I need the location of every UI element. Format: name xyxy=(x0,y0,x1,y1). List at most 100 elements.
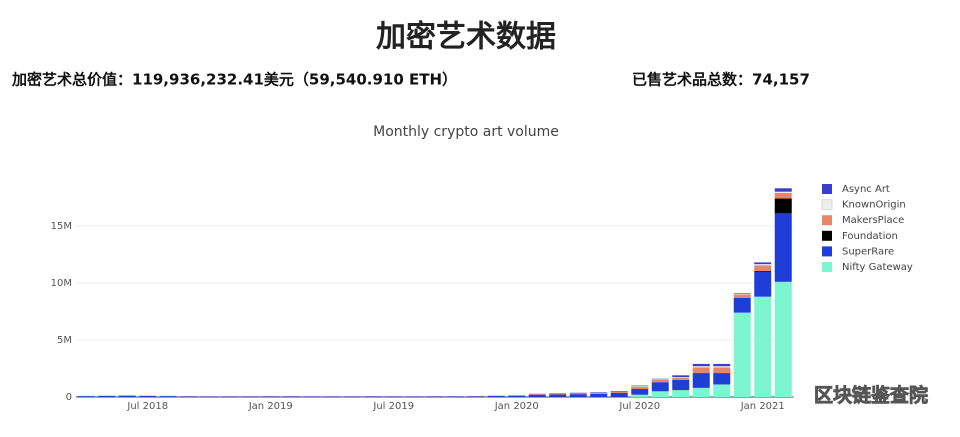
bar-segment xyxy=(692,387,710,397)
bar-segment xyxy=(467,396,485,397)
bar-segment xyxy=(631,394,649,397)
bar-segment xyxy=(364,396,382,397)
bar-segment xyxy=(672,377,690,378)
bar-segment xyxy=(692,367,710,374)
legend-swatch xyxy=(822,230,832,241)
legend-label: Nifty Gateway xyxy=(842,262,913,273)
bar-segment xyxy=(733,293,751,295)
bar-segment xyxy=(549,393,567,395)
legend-swatch xyxy=(822,262,832,272)
legend-swatch xyxy=(822,246,832,257)
bar-segment xyxy=(651,378,669,380)
y-tick-label: 15M xyxy=(51,221,72,232)
bar-segment xyxy=(385,396,403,397)
bar-segment xyxy=(221,396,239,397)
y-tick-label: 0 xyxy=(66,392,72,403)
bar-segment xyxy=(569,394,587,397)
bar-segment xyxy=(713,373,731,385)
bar-segment xyxy=(631,385,649,387)
bar-segment xyxy=(754,265,772,271)
bar-segment xyxy=(405,396,423,397)
bar-segment xyxy=(754,296,772,397)
bar-segment xyxy=(774,213,792,282)
bar-segment xyxy=(672,379,690,391)
x-tick-label: Jul 2020 xyxy=(618,401,660,412)
bar-segment xyxy=(672,377,690,380)
bar-segment xyxy=(651,382,669,392)
bar-segment xyxy=(692,366,710,368)
bar-segment xyxy=(774,198,792,214)
bar-segment xyxy=(713,363,731,367)
bar-segment xyxy=(672,390,690,397)
bar-segment xyxy=(733,294,751,298)
legend-label: Foundation xyxy=(842,231,898,242)
bar-segment xyxy=(262,396,280,397)
bar-segment xyxy=(774,188,792,192)
legend-swatch xyxy=(822,184,832,194)
legend-swatch xyxy=(822,215,832,226)
bar-segment xyxy=(590,392,608,394)
y-tick-label: 5M xyxy=(57,335,72,346)
bar-segment xyxy=(610,393,628,397)
bar-segment xyxy=(200,396,218,397)
x-tick-label: Jan 2020 xyxy=(494,401,539,412)
bar-segment xyxy=(180,396,198,397)
legend-swatch xyxy=(821,199,833,211)
bar-segment xyxy=(241,396,259,397)
bar-segment xyxy=(610,391,628,394)
bar-segment xyxy=(754,270,772,272)
bar-segment xyxy=(139,395,157,397)
bar-segment xyxy=(733,312,751,397)
bar-segment xyxy=(77,396,95,397)
bar-segment xyxy=(590,393,608,397)
bar-segment xyxy=(692,373,710,388)
bar-segment xyxy=(98,395,116,397)
bar-segment xyxy=(569,393,587,395)
chart-title: Monthly crypto art volume xyxy=(373,124,559,140)
bar-segment xyxy=(754,262,772,265)
bar-segment xyxy=(344,396,362,397)
bar-segment xyxy=(549,394,567,397)
y-tick-label: 10M xyxy=(51,278,72,289)
total-sold: 已售艺术品总数：74,157 xyxy=(632,71,810,89)
bar-segment xyxy=(733,293,751,294)
watermark: 区块链鉴查院 xyxy=(814,384,928,407)
x-tick-label: Jul 2019 xyxy=(372,401,414,412)
bar-segment xyxy=(774,191,792,193)
bar-segment xyxy=(528,394,546,395)
bar-segment xyxy=(590,392,608,393)
bar-segment xyxy=(651,379,669,380)
bar-segment xyxy=(672,375,690,378)
bar-segment xyxy=(118,395,136,397)
bar-segment xyxy=(159,396,177,397)
total-value: 加密艺术总价值：119,936,232.41美元（59,540.910 ETH） xyxy=(11,71,457,89)
bar-segment xyxy=(774,192,792,199)
bar-segment xyxy=(426,396,444,397)
bar-segment xyxy=(713,366,731,368)
bar-segment xyxy=(733,297,751,313)
bar-segment xyxy=(713,384,731,397)
page-title: 加密艺术数据 xyxy=(376,20,556,55)
bar-segment xyxy=(651,391,669,397)
bar-segment xyxy=(282,396,300,397)
bar-segment xyxy=(508,395,526,397)
bar-segment xyxy=(754,264,772,266)
bar-segment xyxy=(754,271,772,297)
bar-segment xyxy=(487,395,505,397)
bar-segment xyxy=(692,363,710,367)
bar-segment xyxy=(569,392,587,394)
legend-label: MakersPlace xyxy=(842,215,904,226)
bar-segment xyxy=(713,367,731,374)
legend-label: Async Art xyxy=(842,184,890,195)
legend-label: KnownOrigin xyxy=(842,200,906,211)
bar-segment xyxy=(774,281,792,397)
bar-segment xyxy=(323,396,341,397)
plot: 0 5M 10M 15M Jul 2018 Jan 2019 Jul 2019 Jan 202… xyxy=(51,184,913,412)
bar-segment xyxy=(528,394,546,397)
bar-segment xyxy=(631,386,649,387)
legend-label: SuperRare xyxy=(842,246,894,257)
x-tick-label: Jan 2019 xyxy=(248,401,293,412)
bar-segment xyxy=(610,391,628,392)
bar-segment xyxy=(631,386,649,390)
